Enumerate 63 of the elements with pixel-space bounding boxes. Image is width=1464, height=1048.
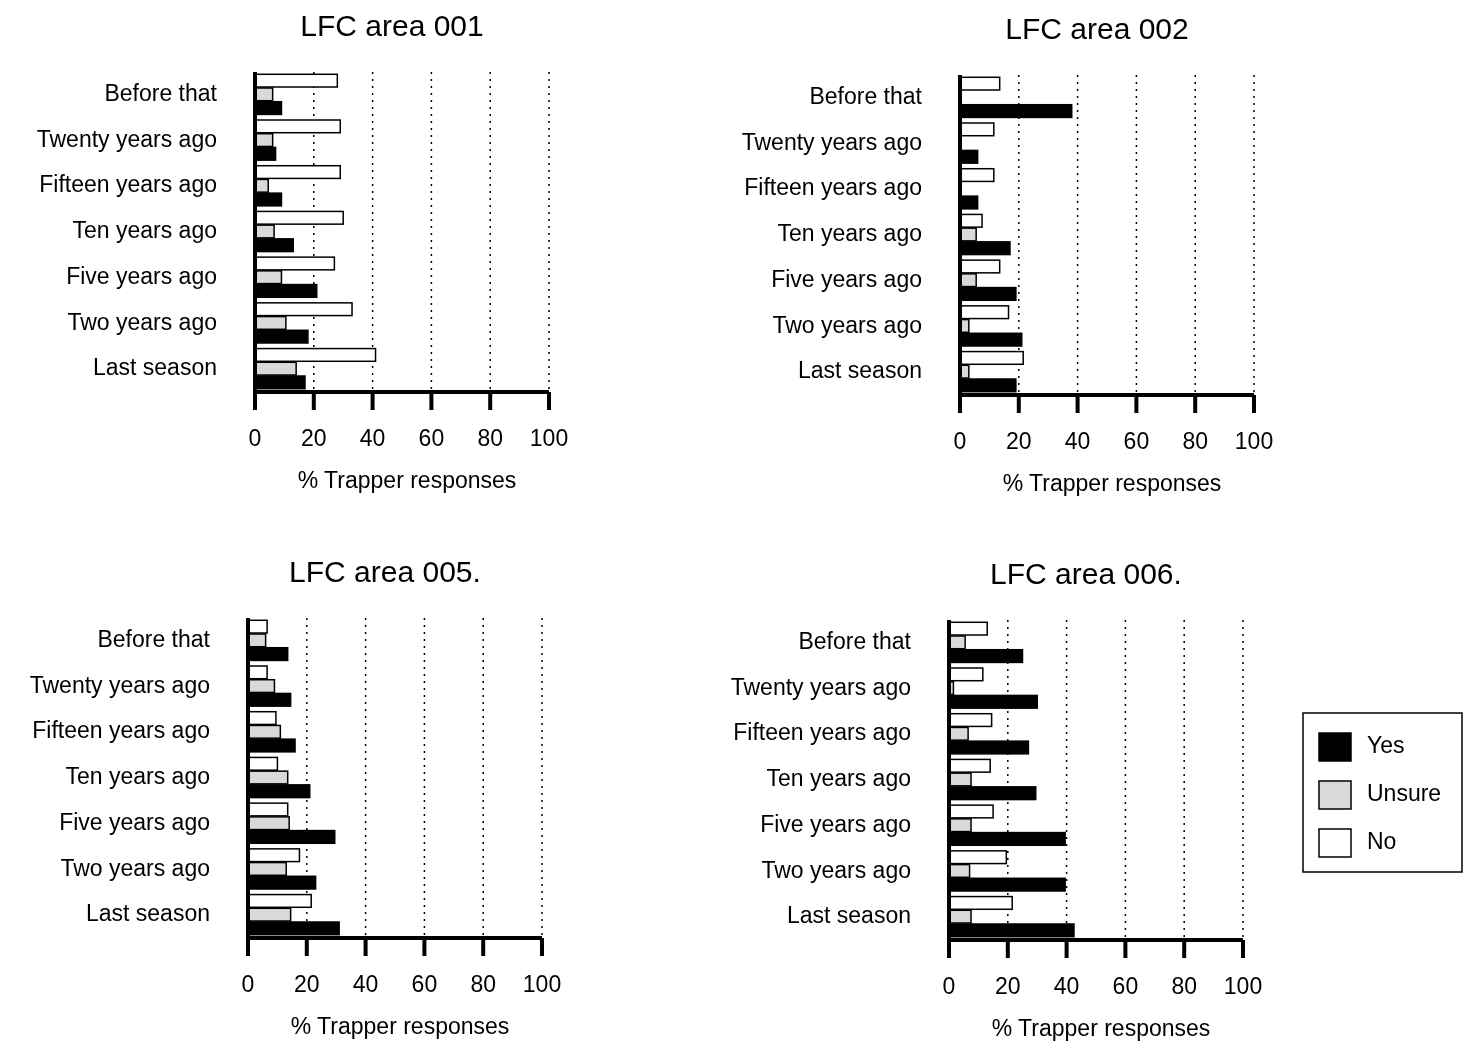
y-tick-label: Five years ago [59, 808, 210, 835]
y-tick-label: Before that [809, 82, 923, 109]
x-axis-title: % Trapper responses [991, 1015, 1211, 1041]
x-tick-label: 20 [294, 971, 320, 997]
y-tick-label: Last season [797, 357, 922, 384]
y-tick-label: Ten years ago [72, 217, 217, 244]
y-tick-label: Before that [104, 79, 218, 106]
y-tick-label: Before that [97, 625, 211, 652]
y-tick-label: Twenty years ago [29, 671, 210, 698]
x-tick-label: 0 [248, 425, 262, 451]
x-tick-label: 0 [942, 973, 956, 999]
y-tick-label: Twenty years ago [730, 673, 911, 700]
x-tick-label: 60 [418, 425, 445, 451]
y-tick-label: Two years ago [772, 311, 922, 338]
y-tick-label: Ten years ago [766, 765, 911, 792]
y-tick-label: Twenty years ago [36, 125, 217, 152]
y-tick-label: Two years ago [60, 854, 210, 881]
x-axis-title: % Trapper responses [1002, 470, 1222, 496]
y-tick-label: Fifteen years ago [744, 174, 922, 201]
x-axis-title: % Trapper responses [297, 467, 517, 493]
y-tick-label: Two years ago [67, 308, 217, 335]
x-tick-label: 100 [1234, 428, 1274, 454]
x-tick-label: 100 [522, 971, 562, 997]
x-tick-label: 100 [529, 425, 569, 451]
chart-title: LFC area 006. [990, 557, 1182, 590]
x-tick-label: 60 [1123, 428, 1150, 454]
chart-title: LFC area 005. [289, 555, 481, 588]
legend-label: Yes [1367, 732, 1405, 759]
y-tick-label: Before that [798, 627, 912, 654]
x-tick-label: 100 [1223, 973, 1263, 999]
y-tick-label: Fifteen years ago [32, 717, 210, 744]
y-tick-label: Last season [85, 900, 210, 927]
chart-title: LFC area 002 [1005, 12, 1189, 45]
x-tick-label: 20 [995, 973, 1021, 999]
x-tick-label: 40 [1064, 428, 1091, 454]
x-tick-label: 0 [953, 428, 967, 454]
x-tick-label: 40 [1053, 973, 1080, 999]
x-tick-label: 20 [301, 425, 327, 451]
x-tick-label: 40 [352, 971, 379, 997]
chart-title: LFC area 001 [300, 9, 484, 42]
y-tick-label: Five years ago [771, 265, 922, 292]
x-tick-label: 0 [241, 971, 255, 997]
x-tick-label: 80 [470, 971, 496, 997]
x-tick-label: 20 [1006, 428, 1032, 454]
y-tick-label: Ten years ago [777, 220, 922, 247]
y-tick-label: Last season [786, 902, 911, 929]
y-tick-label: Five years ago [66, 262, 217, 289]
x-tick-label: 80 [477, 425, 503, 451]
x-tick-label: 60 [411, 971, 438, 997]
y-tick-label: Last season [92, 354, 217, 381]
y-tick-label: Five years ago [760, 810, 911, 837]
x-tick-label: 60 [1112, 973, 1139, 999]
x-tick-label: 40 [359, 425, 386, 451]
y-tick-label: Ten years ago [65, 763, 210, 790]
x-axis-title: % Trapper responses [290, 1013, 510, 1039]
legend-label: Unsure [1367, 780, 1442, 807]
legend-label: No [1367, 828, 1397, 855]
y-tick-label: Fifteen years ago [39, 171, 217, 198]
y-tick-label: Twenty years ago [741, 128, 922, 155]
x-tick-label: 80 [1182, 428, 1208, 454]
y-tick-label: Fifteen years ago [733, 719, 911, 746]
x-tick-label: 80 [1171, 973, 1197, 999]
y-tick-label: Two years ago [761, 856, 911, 883]
